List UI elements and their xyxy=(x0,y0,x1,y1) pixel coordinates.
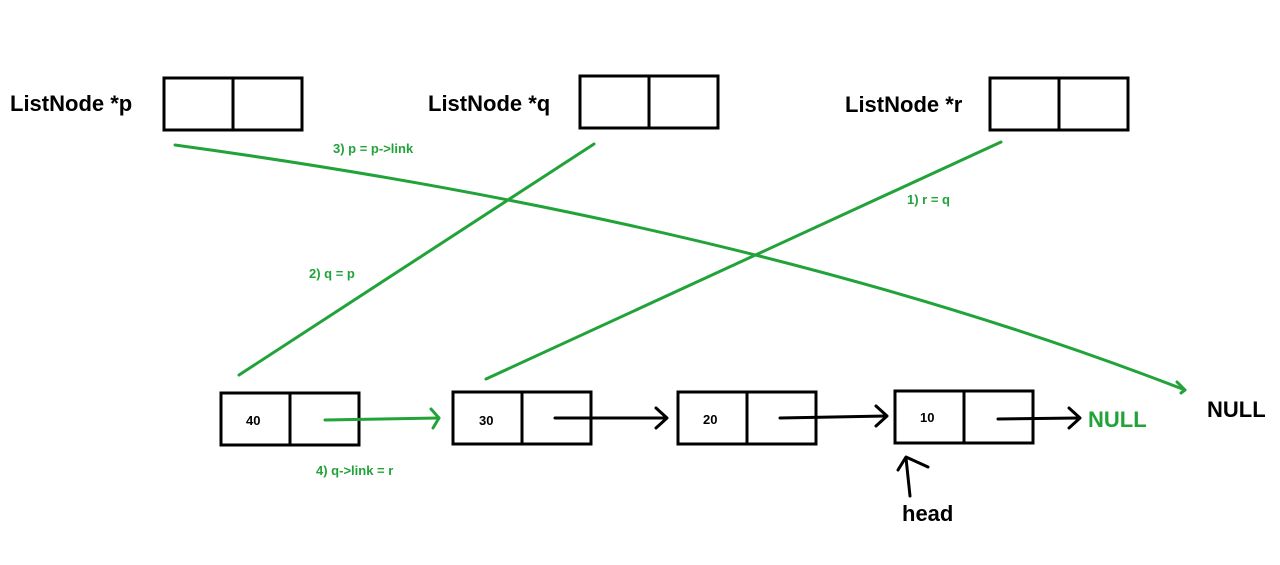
step2-line-q-to-node40 xyxy=(237,142,596,377)
arrow-10-to-null-line xyxy=(996,416,1081,421)
step3-hook xyxy=(1175,380,1187,395)
step4-line xyxy=(323,416,441,422)
pointer-r-label: ListNode *r xyxy=(845,92,963,117)
pointer-p-label: ListNode *p xyxy=(10,91,132,116)
arrow-30-to-20-head xyxy=(654,406,669,430)
node-10-value: 10 xyxy=(920,410,934,425)
pointer-q: ListNode *q xyxy=(428,74,720,130)
step1-label: 1) r = q xyxy=(907,192,950,207)
node-20-value: 20 xyxy=(703,412,717,427)
node-30-value: 30 xyxy=(479,413,493,428)
null-label-green: NULL xyxy=(1088,407,1147,432)
pointer-r: ListNode *r xyxy=(845,76,1130,132)
step1-line-r-to-node30 xyxy=(484,140,1003,381)
arrow-30-to-20 xyxy=(553,406,669,430)
arrow-10-to-null-head xyxy=(1067,406,1082,430)
node-40: 40 xyxy=(219,391,361,447)
step3-curve xyxy=(173,143,1187,392)
pointer-p: ListNode *p xyxy=(10,76,304,132)
head-label: head xyxy=(902,501,953,526)
step4-arrow-40-to-30 xyxy=(323,407,441,430)
step3-label: 3) p = p->link xyxy=(333,141,414,156)
arrow-10-to-null xyxy=(996,406,1082,430)
arrow-20-to-10-head xyxy=(874,404,889,428)
step3-line-p-to-null xyxy=(173,143,1187,395)
null-label-black: NULL xyxy=(1207,397,1266,422)
head-arrow-head xyxy=(896,455,930,472)
head-pointer: head xyxy=(896,455,953,526)
node-10: 10 xyxy=(893,389,1035,445)
step2-label: 2) q = p xyxy=(309,266,355,281)
arrow-20-to-10-line xyxy=(778,414,888,420)
pointer-q-label: ListNode *q xyxy=(428,91,550,116)
head-arrow-line xyxy=(904,456,912,498)
node-40-value: 40 xyxy=(246,413,260,428)
arrow-20-to-10 xyxy=(778,404,889,428)
step4-label: 4) q->link = r xyxy=(316,463,393,478)
step4-head xyxy=(429,407,441,430)
